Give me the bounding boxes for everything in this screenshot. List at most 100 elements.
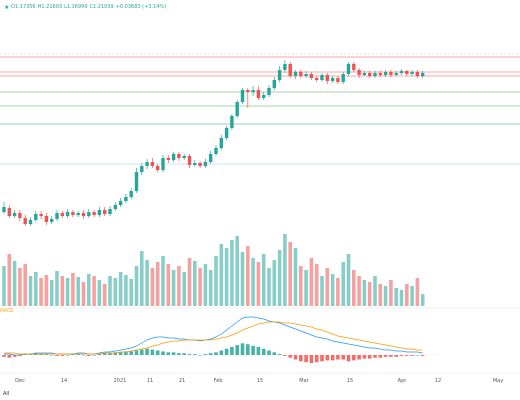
volume-bar	[7, 254, 12, 306]
volume-bar	[325, 268, 330, 306]
volume-bar	[246, 246, 250, 306]
macd-histogram-bar	[330, 355, 335, 361]
volume-bar	[330, 274, 335, 306]
candle-body	[315, 78, 319, 80]
macd-histogram-bar	[362, 355, 367, 359]
volume-bar	[283, 234, 287, 306]
candle-body	[177, 154, 181, 158]
volume-bar	[277, 250, 282, 306]
timeframe-all-button[interactable]: All	[3, 391, 10, 397]
macd-histogram-bar	[177, 353, 181, 355]
macd-histogram-bar	[23, 354, 27, 355]
x-tick-label: Apr	[398, 378, 408, 384]
candle-body	[60, 213, 64, 216]
volume-bar	[383, 286, 388, 306]
macd-histogram-bar	[240, 343, 245, 355]
volume-bar	[272, 260, 277, 306]
candle-body	[389, 72, 393, 75]
candle-body	[166, 158, 170, 160]
macd-histogram-bar	[28, 354, 33, 355]
macd-histogram-bar	[293, 355, 298, 360]
macd-histogram-bar	[55, 355, 59, 356]
candle-body	[336, 78, 340, 82]
candle-body	[415, 72, 420, 76]
x-tick-label: Dec	[15, 378, 25, 384]
macd-histogram-bar	[272, 352, 277, 355]
macd-histogram-bar	[420, 355, 425, 356]
candle-body	[18, 213, 22, 218]
candle-body	[421, 73, 425, 76]
macd-histogram-bar	[2, 355, 6, 357]
candle-body	[399, 71, 404, 73]
macd-histogram-bar	[320, 355, 324, 362]
volume-bar	[367, 282, 372, 306]
volume-bar	[108, 276, 112, 306]
volume-bar	[118, 272, 123, 306]
candle-body	[161, 158, 165, 170]
macd-histogram-bar	[383, 355, 388, 357]
candle-body	[304, 74, 308, 76]
volume-bar	[49, 280, 54, 306]
candle-body	[209, 154, 213, 162]
candle-body	[341, 74, 345, 82]
candle-body	[251, 90, 255, 92]
volume-bar	[28, 276, 33, 306]
candle-body	[187, 156, 192, 165]
volume-bar	[415, 278, 420, 306]
macd-histogram-bar	[235, 345, 239, 355]
macd-histogram-bar	[224, 348, 229, 355]
volume-bar	[304, 270, 308, 306]
macd-histogram-bar	[60, 355, 65, 356]
macd-histogram-bar	[65, 355, 70, 356]
volume-bar	[357, 276, 361, 306]
candle-body	[394, 73, 398, 75]
macd-histogram-bar	[352, 355, 356, 361]
volume-bar	[129, 279, 133, 306]
macd-histogram-bar	[256, 346, 261, 355]
macd-histogram-bar	[134, 350, 139, 355]
macd-histogram-bar	[76, 354, 80, 355]
macd-histogram-bar	[129, 351, 133, 355]
candle-body	[214, 148, 218, 154]
symbol-star-icon[interactable]: ★	[4, 3, 10, 11]
volume-bar	[288, 242, 292, 306]
candle-body	[262, 95, 266, 98]
volume-bar	[177, 266, 181, 306]
macd-histogram-bar	[251, 346, 255, 355]
candle-body	[219, 138, 223, 148]
macd-histogram-bar	[193, 354, 197, 355]
candle-body	[283, 64, 287, 70]
macd-histogram-bar	[389, 355, 393, 357]
macd-histogram-bar	[12, 355, 17, 357]
macd-histogram-bar	[309, 355, 314, 364]
volume-bar	[81, 282, 86, 306]
candle-body	[65, 212, 70, 216]
macd-histogram-bar	[277, 354, 282, 355]
candle-body	[23, 218, 27, 224]
macd-histogram-bar	[118, 352, 123, 355]
volume-bar	[145, 260, 149, 306]
volume-bar	[261, 254, 266, 306]
candle-body	[410, 72, 414, 74]
candle-body	[39, 214, 43, 216]
candle-body	[150, 162, 155, 166]
macd-histogram-bar	[44, 354, 49, 355]
macd-histogram-bar	[92, 355, 96, 356]
volume-bar	[240, 252, 245, 306]
candle-body	[272, 80, 276, 88]
volume-bar	[362, 280, 367, 306]
volume-bar	[87, 274, 91, 306]
macd-histogram-bar	[394, 355, 398, 357]
candle-body	[124, 197, 128, 201]
macd-histogram-bar	[187, 354, 192, 355]
volume-bar	[378, 284, 383, 306]
candle-body	[293, 72, 298, 76]
candle-body	[28, 220, 33, 224]
volume-bar	[166, 264, 171, 306]
volume-bar	[55, 271, 59, 306]
low-value: L1.16999	[64, 4, 88, 10]
candle-body	[134, 172, 139, 191]
macd-histogram-bar	[415, 355, 420, 356]
volume-bar	[18, 268, 22, 306]
